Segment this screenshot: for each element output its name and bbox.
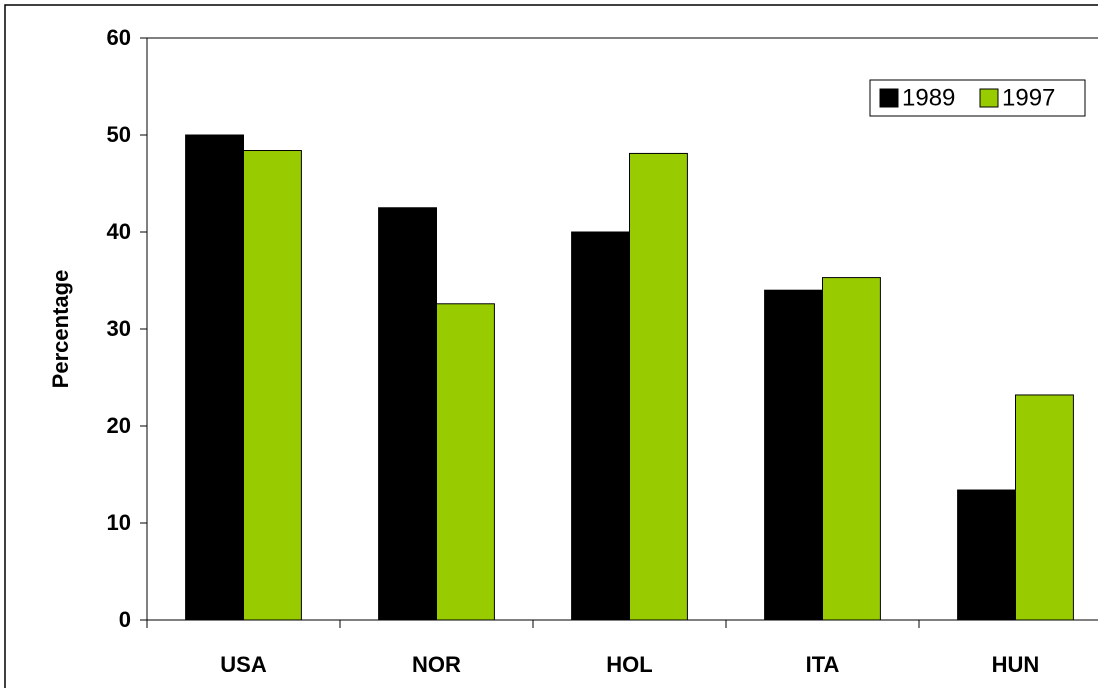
- bar: [571, 231, 630, 621]
- bar: [822, 277, 881, 621]
- bar: [243, 150, 302, 621]
- y-axis-label: Percentage: [48, 270, 73, 389]
- bar: [957, 489, 1016, 621]
- legend-box: [869, 79, 1086, 117]
- y-tick-label: 0: [119, 607, 131, 632]
- bar: [1015, 394, 1074, 621]
- x-tick-label: HUN: [992, 652, 1040, 677]
- x-tick-label: NOR: [412, 652, 461, 677]
- x-tick-label: ITA: [806, 652, 840, 677]
- bar: [436, 303, 495, 621]
- legend-swatch: [979, 88, 999, 108]
- bar: [378, 207, 438, 621]
- y-tick-label: 40: [107, 219, 131, 244]
- bar: [764, 289, 823, 621]
- y-tick-label: 20: [107, 413, 131, 438]
- y-tick-label: 10: [107, 510, 131, 535]
- y-tick-label: 50: [107, 122, 131, 147]
- y-tick-label: 60: [107, 25, 131, 50]
- legend-swatch: [879, 88, 899, 108]
- y-tick-label: 30: [107, 316, 131, 341]
- bar: [629, 152, 688, 621]
- x-tick-label: USA: [220, 652, 267, 677]
- bar: [185, 134, 245, 621]
- legend-label: 1989: [902, 84, 955, 111]
- legend-label: 1997: [1002, 84, 1055, 111]
- x-tick-label: HOL: [606, 652, 652, 677]
